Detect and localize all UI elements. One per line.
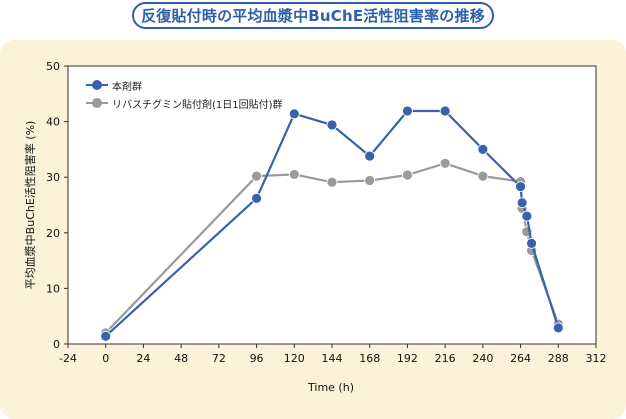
x-tick-label: 216 bbox=[435, 352, 456, 365]
data-point bbox=[552, 322, 564, 334]
data-point bbox=[402, 169, 413, 181]
x-tick-label: 264 bbox=[510, 352, 531, 365]
data-point bbox=[326, 176, 338, 188]
legend-item-series-1: 本剤群 bbox=[86, 76, 283, 94]
data-point bbox=[526, 237, 537, 249]
legend-item-series-2: リバスチグミン貼付剤(1日1回貼付)群 bbox=[86, 94, 283, 112]
x-tick-label: 48 bbox=[174, 352, 188, 365]
data-point bbox=[521, 210, 533, 222]
x-tick-label: 312 bbox=[586, 352, 607, 365]
data-point bbox=[477, 170, 489, 182]
x-tick-label: 192 bbox=[397, 352, 418, 365]
y-tick-label: 10 bbox=[46, 282, 60, 295]
data-point bbox=[402, 105, 413, 117]
x-tick-label: 120 bbox=[284, 352, 305, 365]
data-point bbox=[288, 169, 300, 180]
series-1 bbox=[100, 105, 564, 342]
data-point bbox=[251, 170, 262, 182]
data-point bbox=[364, 150, 376, 162]
x-tick-label: 288 bbox=[548, 352, 569, 365]
data-point bbox=[364, 175, 376, 186]
y-axis-label: 平均血漿中BuChE活性阻害率 (%) bbox=[24, 120, 37, 290]
data-point bbox=[439, 157, 451, 169]
x-axis-label: Time (h) bbox=[308, 381, 354, 394]
data-point bbox=[439, 105, 451, 117]
data-point bbox=[251, 192, 262, 204]
y-tick-label: 50 bbox=[46, 60, 60, 73]
chart-title-banner: 反復貼付時の平均血漿中BuChE活性阻害率の推移 bbox=[132, 2, 494, 29]
legend-marker-series-2 bbox=[86, 97, 108, 109]
legend-label-series-2: リバスチグミン貼付剤(1日1回貼付)群 bbox=[112, 99, 283, 111]
chart-title: 反復貼付時の平均血漿中BuChE活性阻害率の推移 bbox=[141, 7, 485, 25]
y-tick-label: 20 bbox=[46, 227, 60, 240]
y-tick-label: 40 bbox=[46, 116, 60, 129]
legend-label-series-1: 本剤群 bbox=[112, 81, 142, 93]
x-tick-label: 144 bbox=[322, 352, 343, 365]
x-tick-label: 168 bbox=[359, 352, 380, 365]
data-point bbox=[288, 108, 300, 120]
x-tick-label: 96 bbox=[250, 352, 264, 365]
x-tick-label: 24 bbox=[136, 352, 150, 365]
legend-marker-series-1 bbox=[86, 79, 108, 91]
x-tick-label: 0 bbox=[102, 352, 109, 365]
y-tick-label: 0 bbox=[53, 338, 60, 351]
plot-area bbox=[67, 65, 597, 345]
data-point bbox=[516, 197, 528, 209]
y-tick-label: 30 bbox=[46, 171, 60, 184]
data-point bbox=[326, 119, 338, 131]
data-point bbox=[477, 143, 489, 155]
x-tick-label: 240 bbox=[472, 352, 493, 365]
data-point bbox=[515, 181, 526, 193]
x-tick-label: -24 bbox=[59, 352, 77, 365]
x-tick-label: 72 bbox=[212, 352, 226, 365]
data-point bbox=[100, 330, 112, 342]
legend: 本剤群 リバスチグミン貼付剤(1日1回貼付)群 bbox=[86, 76, 283, 112]
